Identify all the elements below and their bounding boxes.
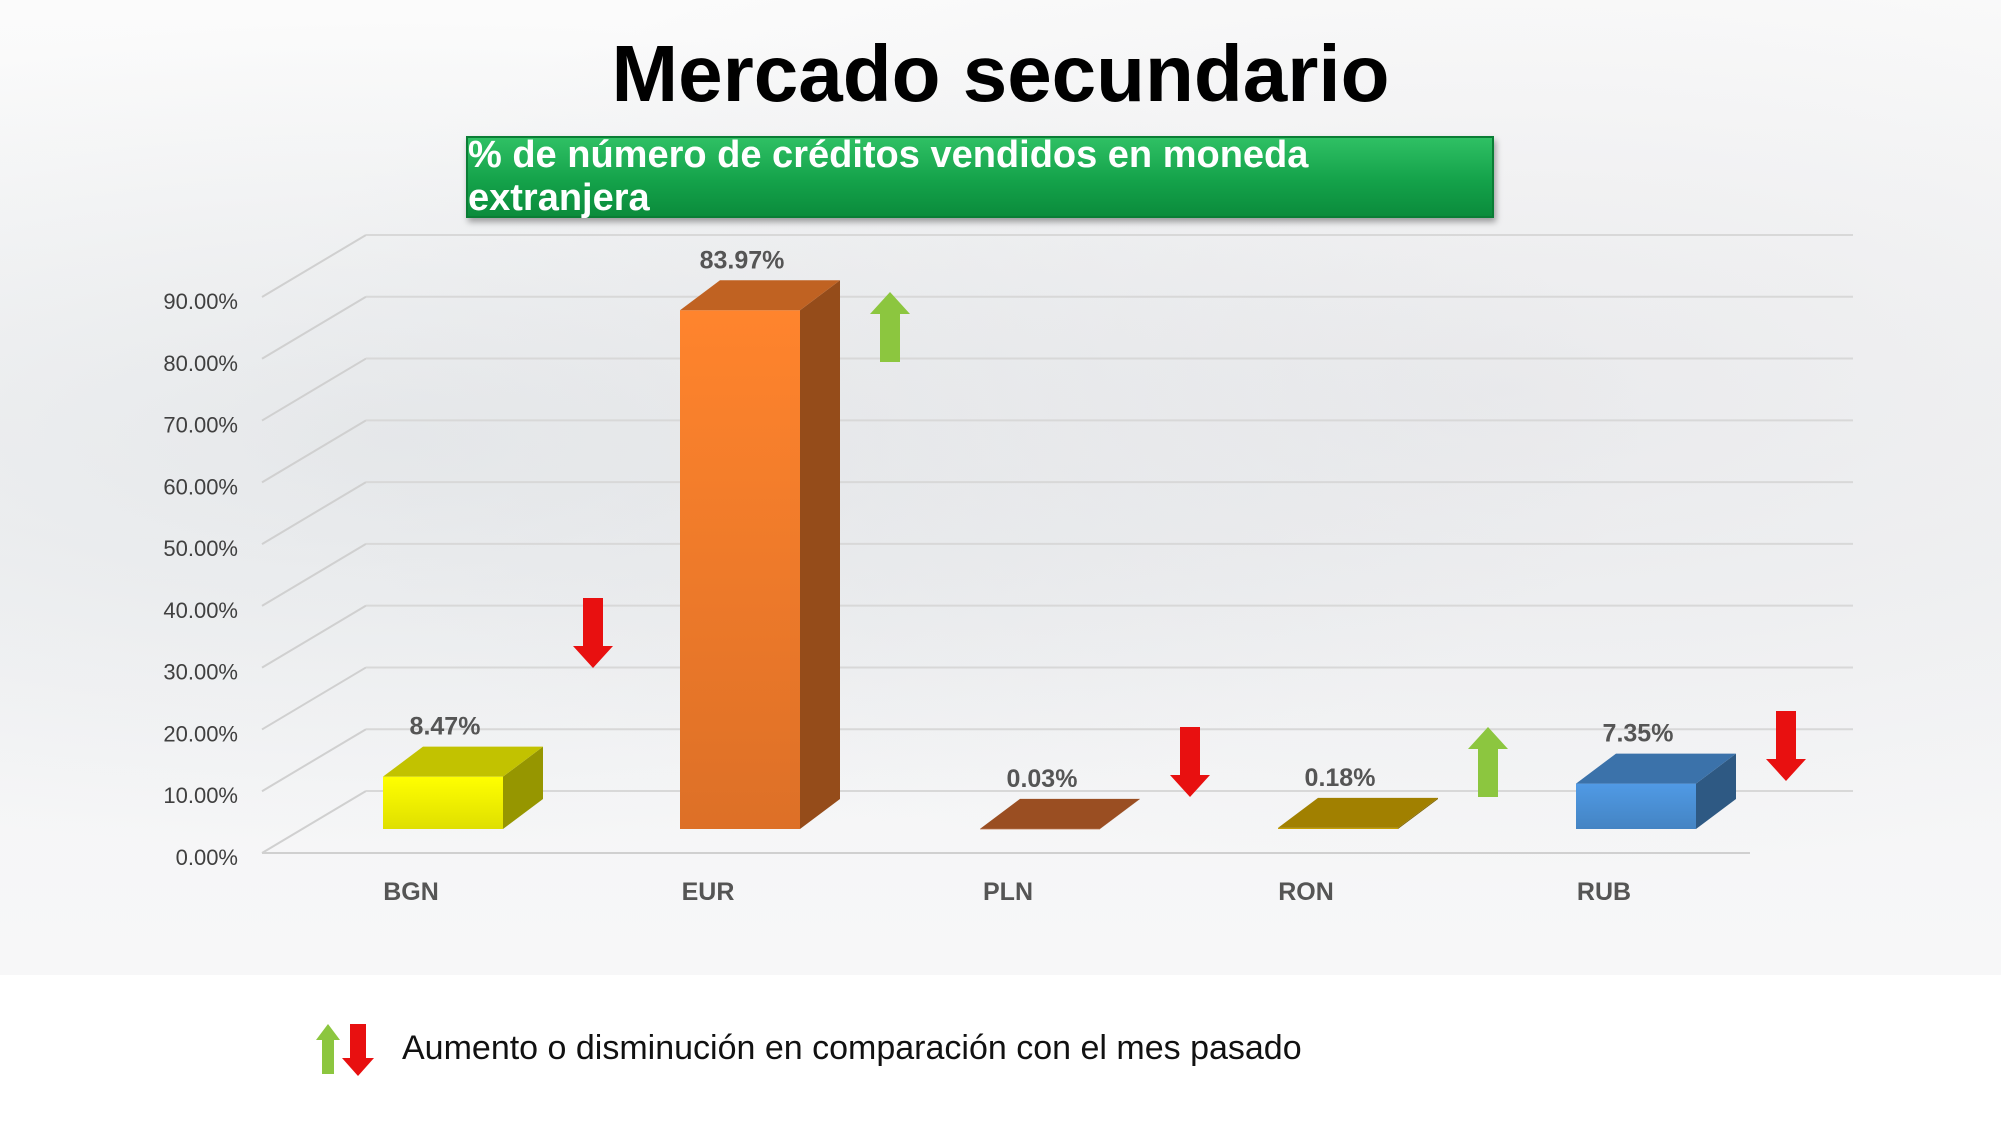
- y-tick-label: 30.00%: [163, 660, 238, 685]
- bar-front: [383, 776, 503, 829]
- x-tick-label: BGN: [383, 878, 439, 906]
- y-tick-label: 80.00%: [163, 351, 238, 376]
- y-tick-label: 40.00%: [163, 598, 238, 623]
- legend-label: Aumento o disminución en comparación con…: [402, 1028, 1302, 1067]
- bar-front: [980, 828, 1100, 830]
- y-tick-label: 50.00%: [163, 536, 238, 561]
- x-tick-label: RON: [1278, 878, 1334, 906]
- bar-front: [1576, 783, 1696, 829]
- grid-diagonal-7: [261, 357, 367, 422]
- y-tick-label: 0.00%: [176, 845, 238, 870]
- x-tick-label: EUR: [682, 878, 735, 906]
- trend-down-arrow: [1766, 711, 1806, 781]
- y-tick-label: 70.00%: [163, 413, 238, 438]
- bar-top: [980, 798, 1140, 829]
- grid-diagonal-6: [261, 419, 367, 484]
- bar-bgn: [383, 746, 543, 829]
- data-label: 0.03%: [1007, 765, 1078, 793]
- trend-down-arrow: [573, 598, 613, 668]
- bar-front: [1278, 827, 1398, 829]
- subtitle-text: % de número de créditos vendidos en mone…: [468, 134, 1309, 219]
- data-label: 8.47%: [410, 713, 481, 741]
- data-label: 83.97%: [700, 246, 785, 274]
- subtitle-banner: % de número de créditos vendidos en mone…: [466, 134, 1494, 219]
- bar-chart: 0.00% 10.00% 20.00% 30.00% 40.00% 50.00% 60.00…: [163, 234, 1853, 906]
- data-label: 0.18%: [1305, 764, 1376, 792]
- bar-ron: [1278, 797, 1438, 829]
- grid-diagonal-0: [261, 790, 367, 854]
- legend-arrows-icon: [316, 1024, 374, 1076]
- arrow-up-icon: [316, 1024, 340, 1074]
- bars: [383, 280, 1736, 830]
- y-tick-label: 20.00%: [163, 721, 238, 746]
- grid-diagonal-8: [261, 295, 367, 360]
- bar-side: [1100, 798, 1140, 829]
- y-tick-label: 10.00%: [163, 783, 238, 808]
- bar-top: [1278, 797, 1438, 828]
- legend: Aumento o disminución en comparación con…: [312, 1018, 1302, 1078]
- page-title: Mercado secundario: [611, 29, 1390, 118]
- grid-diagonal-9: [261, 234, 367, 298]
- x-tick-label: RUB: [1577, 878, 1631, 906]
- trend-up-arrow: [1468, 727, 1508, 797]
- bar-front: [680, 310, 800, 829]
- bar-eur: [680, 280, 840, 829]
- grid-diagonal-2: [261, 666, 367, 731]
- x-tick-label: PLN: [983, 878, 1033, 906]
- bar-top: [1576, 753, 1736, 784]
- bar-side: [1398, 797, 1438, 829]
- trend-down-arrow: [1170, 727, 1210, 797]
- grid-diagonal-1: [261, 728, 367, 793]
- grid-diagonal-4: [261, 543, 367, 607]
- bar-pln: [980, 798, 1140, 830]
- arrow-down-icon: [342, 1024, 374, 1076]
- y-tick-label: 90.00%: [163, 289, 238, 314]
- y-tick-label: 60.00%: [163, 474, 238, 499]
- grid-diagonal-5: [261, 481, 367, 545]
- bar-top: [680, 280, 840, 311]
- bar-side: [503, 746, 543, 829]
- grid-diagonal-3: [261, 604, 367, 669]
- bar-side: [1696, 753, 1736, 829]
- data-label: 7.35%: [1603, 720, 1674, 748]
- bar-rub: [1576, 753, 1736, 829]
- trend-up-arrow: [870, 292, 910, 362]
- bar-side: [800, 280, 840, 829]
- bar-top: [383, 746, 543, 777]
